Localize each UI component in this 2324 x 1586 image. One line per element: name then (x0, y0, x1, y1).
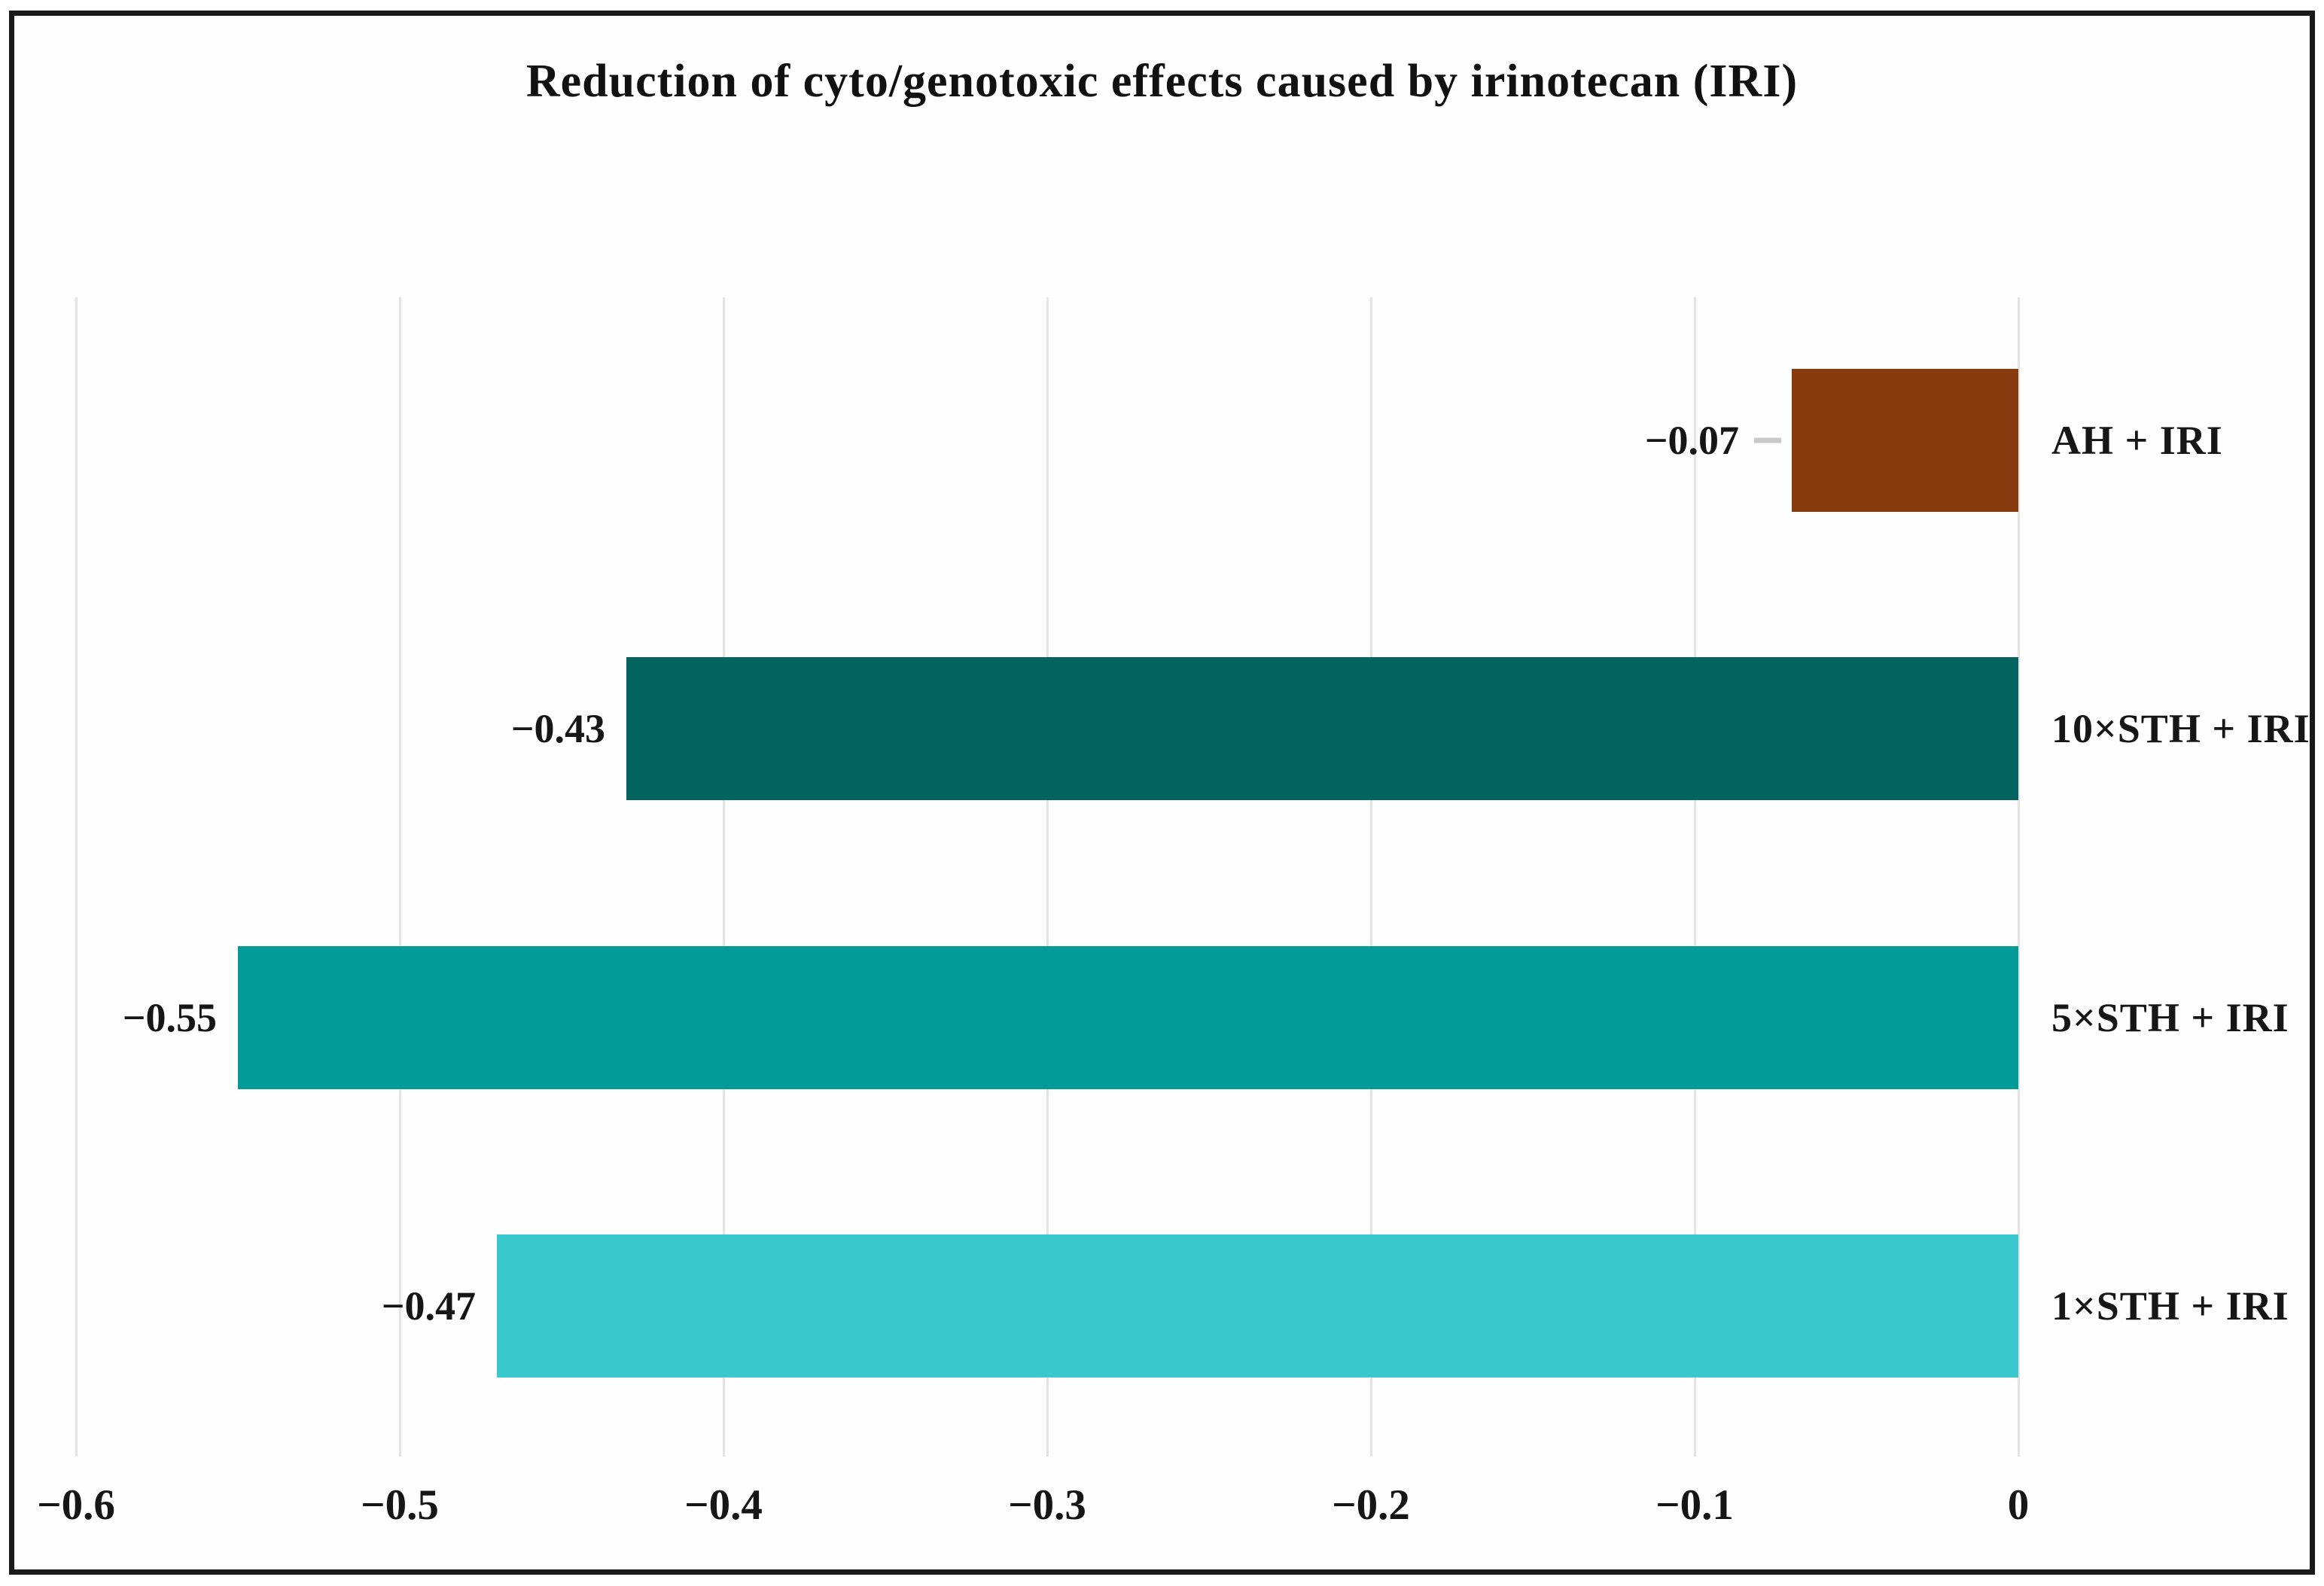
bar-value-label: −0.47 (381, 1283, 476, 1329)
x-tick-label: −0.3 (1008, 1481, 1086, 1529)
gridline (398, 297, 401, 1457)
gridline (2017, 297, 2020, 1457)
gridline (1369, 297, 1372, 1457)
bar-category-label: 10×STH + IRI (2051, 706, 2310, 752)
chart-title: Reduction of cyto/genotoxic effects caus… (525, 56, 1799, 107)
x-tick-label: −0.1 (1655, 1481, 1734, 1529)
bar-value-label: −0.07 (1644, 418, 1739, 463)
bar-category-label: 5×STH + IRI (2051, 994, 2289, 1040)
bar-category-label: 1×STH + IRI (2051, 1283, 2289, 1329)
bar-value-label: −0.55 (122, 994, 217, 1040)
plot-area: −0.6 −0.5 −0.4 −0.3 −0.2 −0.1 0 −0.07 AH + IRI −0… (37, 297, 2310, 1529)
x-tick-label: 0 (2007, 1481, 2030, 1529)
bar-category-label: AH + IRI (2051, 418, 2223, 463)
gridline (1046, 297, 1049, 1457)
bar-1×STH + IRI (497, 1234, 2018, 1377)
bar-AH + IRI (1792, 369, 2018, 512)
gridline (722, 297, 725, 1457)
bar-10×STH + IRI (626, 657, 2018, 801)
x-tick-label: −0.5 (361, 1481, 439, 1529)
gridline (75, 297, 78, 1457)
chart-frame: Reduction of cyto/genotoxic effects caus… (9, 11, 2315, 1575)
x-tick-label: −0.2 (1332, 1481, 1410, 1529)
x-tick-label: −0.4 (684, 1481, 763, 1529)
bar-5×STH + IRI (238, 945, 2018, 1089)
gridline (1693, 297, 1696, 1457)
bar-value-label: −0.43 (510, 706, 605, 752)
x-tick-label: −0.6 (37, 1481, 115, 1529)
leader-dash (1754, 437, 1781, 443)
